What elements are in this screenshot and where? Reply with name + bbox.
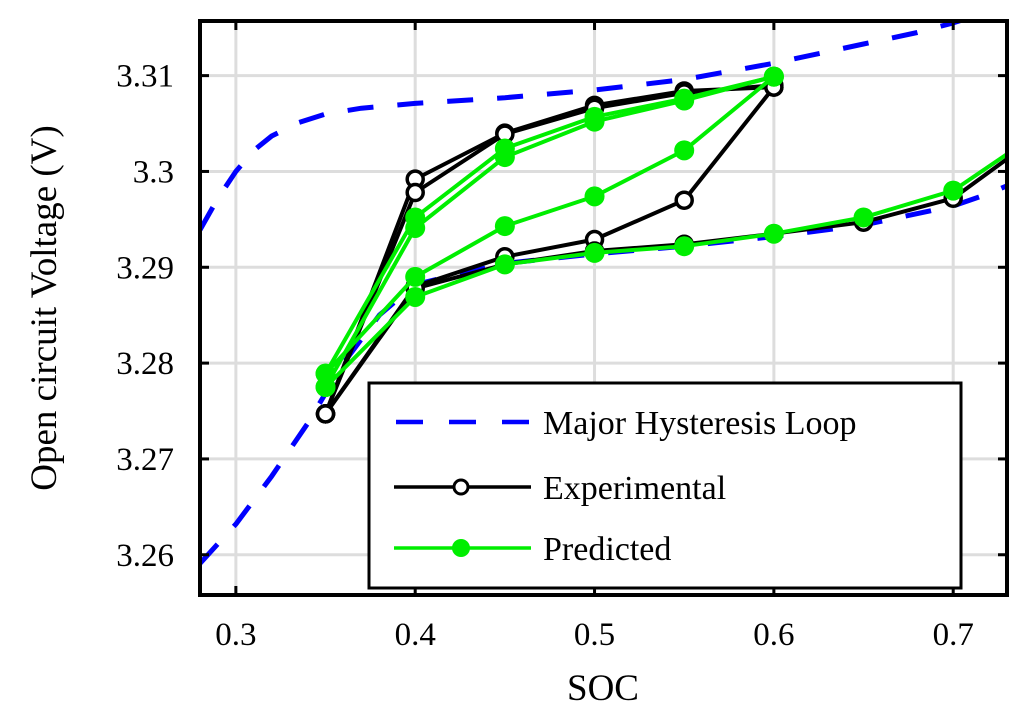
legend-label-predicted: Predicted (543, 531, 671, 568)
data-point-predicted (853, 207, 874, 228)
y-tick-label: 3.27 (116, 442, 174, 478)
data-point-predicted (494, 254, 515, 275)
series-line-major-hysteresis-loop (200, 21, 963, 232)
y-tick-label: 3.3 (133, 154, 174, 190)
y-tick-labels: 3.26 3.27 3.28 3.29 3.3 3.31 (116, 59, 174, 574)
data-point-predicted (763, 66, 784, 87)
data-point-experimental (674, 190, 694, 210)
series-line-experimental (323, 157, 1007, 416)
legend-marker-predicted (452, 539, 470, 557)
data-point-predicted (943, 180, 964, 201)
data-point-predicted (315, 377, 336, 398)
x-tick-label: 0.6 (753, 617, 794, 653)
legend-marker-experimental (452, 478, 470, 496)
data-point-experimental (315, 404, 336, 424)
y-tick-label: 3.29 (116, 250, 174, 286)
y-axis-label: Open circuit Voltage (V) (24, 125, 65, 490)
plot-frame (198, 19, 1009, 597)
series-line-major-hysteresis-loop (200, 183, 1007, 566)
data-point-predicted (494, 147, 515, 168)
series-line-predicted (324, 75, 776, 375)
series-predicted (315, 66, 1007, 398)
x-tick-label: 0.5 (574, 617, 615, 653)
series-major-hysteresis-loop (200, 21, 1007, 566)
x-tick-label: 0.3 (215, 617, 256, 653)
data-point-predicted (584, 242, 605, 263)
y-tick-label: 3.26 (116, 538, 174, 574)
data-point-experimental (405, 182, 425, 203)
x-tick-label: 0.7 (933, 617, 974, 653)
legend-label-experimental: Experimental (543, 470, 726, 507)
plot-area (200, 21, 1007, 566)
legend-label-major-loop: Major Hysteresis Loop (543, 405, 857, 442)
y-tick-label: 3.31 (116, 59, 174, 95)
series-line-predicted (323, 74, 775, 389)
x-tick-labels: 0.3 0.4 0.5 0.6 0.7 (215, 617, 974, 653)
data-point-predicted (405, 266, 426, 287)
x-axis-label: SOC (567, 668, 639, 709)
data-point-predicted (494, 216, 515, 237)
y-tick-label: 3.28 (116, 346, 174, 382)
data-point-predicted (405, 217, 426, 238)
data-point-predicted (763, 223, 784, 244)
legend: Major Hysteresis Loop Experimental Predi… (367, 381, 963, 590)
series-line-experimental (323, 83, 775, 415)
x-tick-label: 0.4 (395, 617, 436, 653)
data-point-predicted (584, 111, 605, 132)
data-point-predicted (674, 90, 695, 111)
data-point-predicted (674, 140, 695, 161)
axes-frame (198, 19, 1009, 597)
data-point-predicted (584, 186, 605, 207)
data-point-predicted (405, 286, 426, 307)
data-point-predicted (674, 236, 695, 257)
